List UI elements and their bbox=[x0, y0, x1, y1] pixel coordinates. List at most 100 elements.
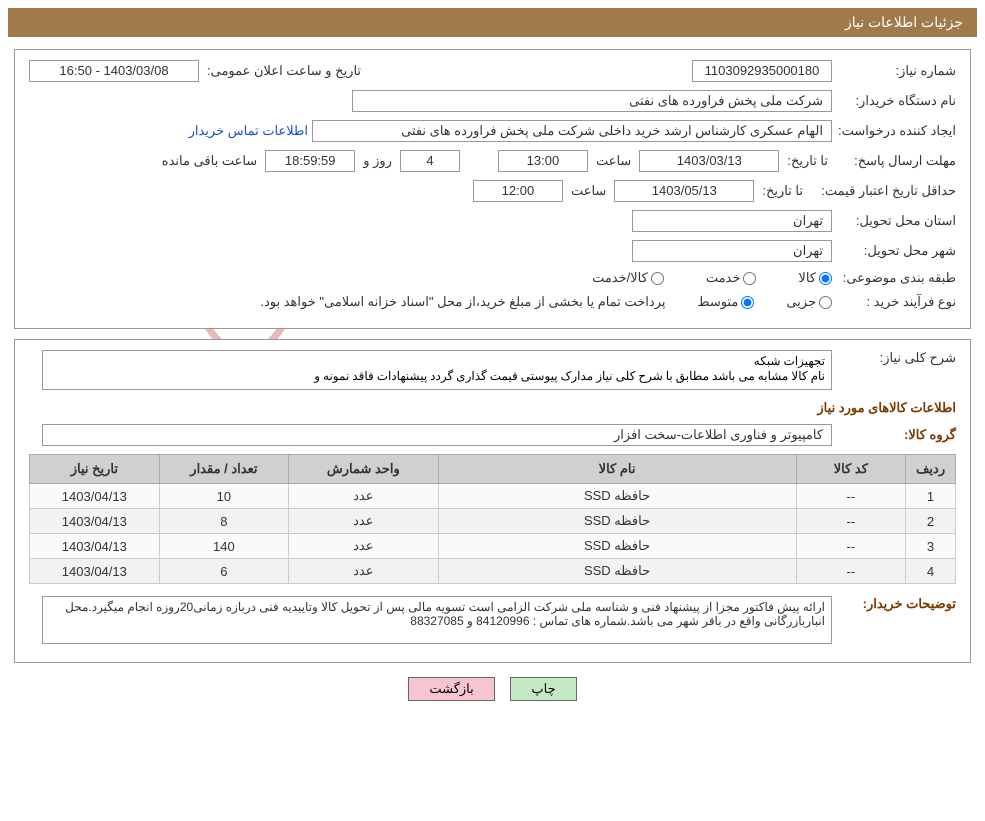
purchase-type-desc: پرداخت تمام یا بخشی از مبلغ خرید،از محل … bbox=[260, 294, 665, 310]
buyer-contact-link[interactable]: اطلاعات تماس خریدار bbox=[189, 123, 308, 139]
table-cell-n: 1 bbox=[906, 484, 956, 509]
radio-partial[interactable]: جزیی bbox=[786, 294, 832, 310]
row-city: شهر محل تحویل: تهران bbox=[29, 240, 956, 262]
row-buyer-org: نام دستگاه خریدار: شرکت ملی پخش فراورده … bbox=[29, 90, 956, 112]
radio-service-label: خدمت bbox=[706, 270, 741, 286]
table-cell-n: 3 bbox=[906, 534, 956, 559]
purchase-type-label: نوع فرآیند خرید : bbox=[836, 294, 956, 310]
radio-goods-input[interactable] bbox=[819, 272, 832, 285]
days-and-label: روز و bbox=[359, 153, 396, 169]
th-date: تاریخ نیاز bbox=[30, 455, 160, 484]
row-classification: طبقه بندی موضوعی: کالا خدمت کالا/خدمت bbox=[29, 270, 956, 286]
city-value: تهران bbox=[632, 240, 832, 262]
table-row: 1--حافظه SSDعدد101403/04/13 bbox=[30, 484, 956, 509]
table-cell-unit: عدد bbox=[289, 484, 438, 509]
page-title: جزئیات اطلاعات نیاز bbox=[845, 14, 963, 30]
row-need-desc: شرح کلی نیاز: bbox=[29, 350, 956, 390]
table-cell-date: 1403/04/13 bbox=[30, 509, 160, 534]
buyer-org-value: شرکت ملی پخش فراورده های نفتی bbox=[352, 90, 832, 112]
price-valid-time: 12:00 bbox=[473, 180, 563, 202]
radio-service[interactable]: خدمت bbox=[706, 270, 757, 286]
row-buyer-notes: توضیحات خریدار: ارائه پیش فاکتور مجزا از… bbox=[29, 596, 956, 644]
table-row: 2--حافظه SSDعدد81403/04/13 bbox=[30, 509, 956, 534]
requester-label: ایجاد کننده درخواست: bbox=[836, 123, 956, 139]
radio-goods-label: کالا bbox=[798, 270, 816, 286]
deadline-label: مهلت ارسال پاسخ: bbox=[836, 153, 956, 169]
table-cell-date: 1403/04/13 bbox=[30, 559, 160, 584]
days-remaining: 4 bbox=[400, 150, 460, 172]
price-valid-date: 1403/05/13 bbox=[614, 180, 754, 202]
th-unit: واحد شمارش bbox=[289, 455, 438, 484]
announce-label: تاریخ و ساعت اعلان عمومی: bbox=[203, 63, 365, 79]
province-value: تهران bbox=[632, 210, 832, 232]
print-button[interactable]: چاپ bbox=[510, 677, 576, 701]
table-cell-name: حافظه SSD bbox=[438, 559, 796, 584]
buyer-notes-box[interactable]: ارائه پیش فاکتور مجزا از پیشنهاد فنی و ش… bbox=[42, 596, 832, 644]
row-goods-group: گروه کالا: کامپیوتر و فناوری اطلاعات-سخت… bbox=[29, 424, 956, 446]
page-header: جزئیات اطلاعات نیاز bbox=[8, 8, 977, 37]
table-row: 4--حافظه SSDعدد61403/04/13 bbox=[30, 559, 956, 584]
row-price-validity: حداقل تاریخ اعتبار قیمت: تا تاریخ: 1403/… bbox=[29, 180, 956, 202]
table-cell-qty: 140 bbox=[159, 534, 288, 559]
table-cell-n: 4 bbox=[906, 559, 956, 584]
goods-group-value: کامپیوتر و فناوری اطلاعات-سخت افزار bbox=[42, 424, 832, 446]
deadline-time: 13:00 bbox=[498, 150, 588, 172]
table-cell-qty: 8 bbox=[159, 509, 288, 534]
table-cell-code: -- bbox=[796, 534, 905, 559]
table-cell-qty: 10 bbox=[159, 484, 288, 509]
radio-partial-input[interactable] bbox=[819, 296, 832, 309]
details-frame: شماره نیاز: 1103092935000180 تاریخ و ساع… bbox=[14, 49, 971, 329]
radio-service-input[interactable] bbox=[743, 272, 756, 285]
announce-value: 1403/03/08 - 16:50 bbox=[29, 60, 199, 82]
province-label: استان محل تحویل: bbox=[836, 213, 956, 229]
time-word-2: ساعت bbox=[567, 183, 610, 199]
radio-goods-service-input[interactable] bbox=[651, 272, 664, 285]
radio-medium[interactable]: متوسط bbox=[697, 294, 754, 310]
th-qty: تعداد / مقدار bbox=[159, 455, 288, 484]
table-cell-code: -- bbox=[796, 509, 905, 534]
radio-medium-input[interactable] bbox=[741, 296, 754, 309]
table-header-row: ردیف کد کالا نام کالا واحد شمارش تعداد /… bbox=[30, 455, 956, 484]
countdown-time: 18:59:59 bbox=[265, 150, 355, 172]
row-purchase-type: نوع فرآیند خرید : جزیی متوسط پرداخت تمام… bbox=[29, 294, 956, 310]
need-number-label: شماره نیاز: bbox=[836, 63, 956, 79]
row-deadline: مهلت ارسال پاسخ: تا تاریخ: 1403/03/13 سا… bbox=[29, 150, 956, 172]
radio-goods-service-label: کالا/خدمت bbox=[592, 270, 648, 286]
back-button[interactable]: بازگشت bbox=[408, 677, 494, 701]
table-cell-date: 1403/04/13 bbox=[30, 484, 160, 509]
button-bar: چاپ بازگشت bbox=[0, 677, 985, 701]
table-cell-unit: عدد bbox=[289, 559, 438, 584]
row-need-number: شماره نیاز: 1103092935000180 تاریخ و ساع… bbox=[29, 60, 956, 82]
radio-medium-label: متوسط bbox=[697, 294, 738, 310]
row-requester: ایجاد کننده درخواست: الهام عسکری کارشناس… bbox=[29, 120, 956, 142]
table-cell-name: حافظه SSD bbox=[438, 534, 796, 559]
until-label-2: تا تاریخ: bbox=[758, 183, 807, 199]
deadline-date: 1403/03/13 bbox=[639, 150, 779, 172]
table-cell-n: 2 bbox=[906, 509, 956, 534]
table-cell-qty: 6 bbox=[159, 559, 288, 584]
goods-group-label: گروه کالا: bbox=[836, 427, 956, 443]
time-word-1: ساعت bbox=[592, 153, 635, 169]
until-label-1: تا تاریخ: bbox=[783, 153, 832, 169]
need-desc-textarea[interactable] bbox=[42, 350, 832, 390]
table-cell-date: 1403/04/13 bbox=[30, 534, 160, 559]
table-cell-name: حافظه SSD bbox=[438, 509, 796, 534]
classification-label: طبقه بندی موضوعی: bbox=[836, 270, 956, 286]
table-row: 3--حافظه SSDعدد1401403/04/13 bbox=[30, 534, 956, 559]
table-cell-code: -- bbox=[796, 559, 905, 584]
goods-table: ردیف کد کالا نام کالا واحد شمارش تعداد /… bbox=[29, 454, 956, 584]
table-cell-name: حافظه SSD bbox=[438, 484, 796, 509]
th-code: کد کالا bbox=[796, 455, 905, 484]
city-label: شهر محل تحویل: bbox=[836, 243, 956, 259]
table-cell-code: -- bbox=[796, 484, 905, 509]
remaining-label: ساعت باقی مانده bbox=[158, 153, 261, 169]
need-desc-label: شرح کلی نیاز: bbox=[836, 350, 956, 366]
radio-goods[interactable]: کالا bbox=[798, 270, 832, 286]
price-validity-label: حداقل تاریخ اعتبار قیمت: bbox=[811, 183, 956, 199]
need-number-value: 1103092935000180 bbox=[692, 60, 832, 82]
row-province: استان محل تحویل: تهران bbox=[29, 210, 956, 232]
radio-partial-label: جزیی bbox=[786, 294, 816, 310]
th-name: نام کالا bbox=[438, 455, 796, 484]
radio-goods-service[interactable]: کالا/خدمت bbox=[592, 270, 664, 286]
table-cell-unit: عدد bbox=[289, 534, 438, 559]
